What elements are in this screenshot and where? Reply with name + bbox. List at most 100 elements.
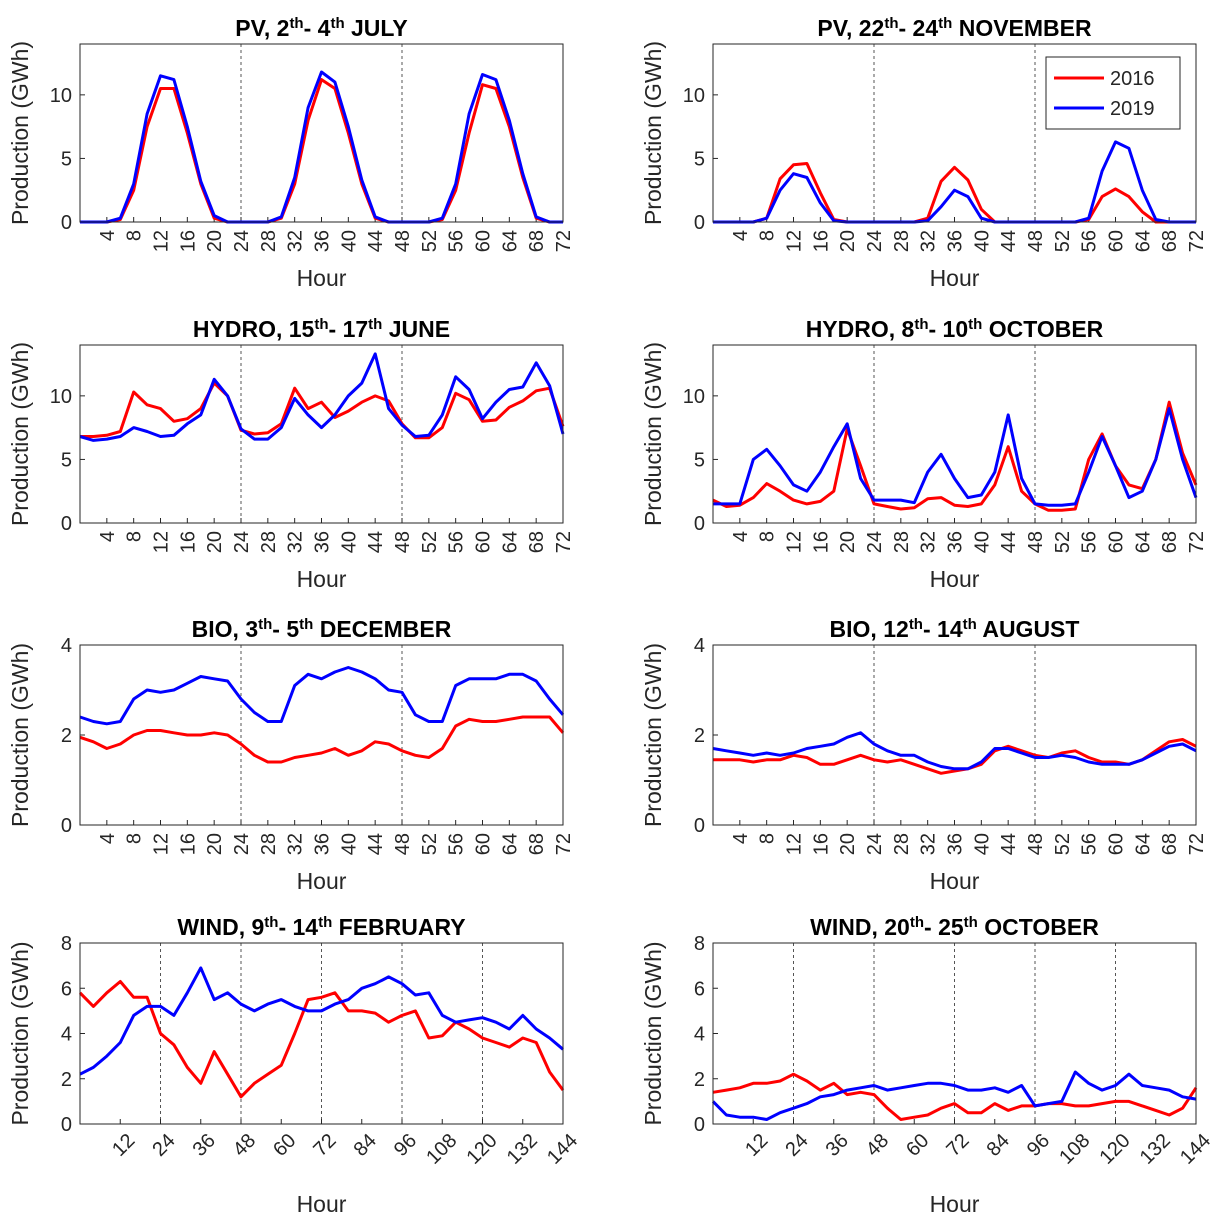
x-tick-label: 120 xyxy=(1095,1130,1134,1169)
x-tick-label: 24 xyxy=(231,230,253,252)
x-tick-label: 84 xyxy=(983,1130,1014,1161)
chart-title: WIND, 9th- 14th FEBRUARY xyxy=(177,914,465,941)
plot-area xyxy=(80,345,563,523)
x-tick-label: 12 xyxy=(784,230,806,252)
title-part: PV, 22 xyxy=(817,15,884,41)
x-axis-label: Hour xyxy=(297,566,347,592)
title-part: OCTOBER xyxy=(982,316,1103,342)
axes-box xyxy=(712,344,1197,524)
x-tick-label: 44 xyxy=(365,531,387,553)
y-tick-label: 5 xyxy=(61,449,72,471)
x-tick-label: 56 xyxy=(446,531,468,553)
axes-box xyxy=(712,942,1197,1125)
x-tick-label: 32 xyxy=(918,531,940,553)
y-tick-label: 2 xyxy=(61,725,72,747)
title-part: - 25 xyxy=(924,914,964,940)
plot-area xyxy=(713,345,1196,523)
x-tick-label: 64 xyxy=(499,833,521,855)
chart-title: HYDRO, 15th- 17th JUNE xyxy=(193,316,450,343)
y-axis-label: Production (GWh) xyxy=(640,941,666,1125)
x-tick-label: 20 xyxy=(204,531,226,553)
x-tick-label: 132 xyxy=(503,1130,542,1169)
x-tick-label: 52 xyxy=(419,230,441,252)
x-tick-label: 12 xyxy=(784,531,806,553)
title-part: JUNE xyxy=(382,316,450,342)
series-line xyxy=(79,715,565,764)
title-part: th xyxy=(299,616,313,633)
x-tick-label: 48 xyxy=(1025,531,1047,553)
x-tick-label: 40 xyxy=(338,230,360,252)
x-tick-label: 12 xyxy=(108,1130,139,1161)
x-tick-label: 48 xyxy=(229,1130,260,1161)
title-part: th xyxy=(964,914,978,931)
x-tick-label: 144 xyxy=(1176,1130,1215,1169)
x-tick-label: 108 xyxy=(1055,1130,1094,1169)
x-tick-label: 12 xyxy=(151,230,173,252)
title-part: th xyxy=(258,616,272,633)
chart-title: BIO, 3th- 5th DECEMBER xyxy=(192,616,452,643)
x-tick-label: 12 xyxy=(151,833,173,855)
title-part: th xyxy=(330,15,344,32)
x-tick-label: 68 xyxy=(1159,230,1181,252)
axes-box xyxy=(79,43,564,223)
x-tick-label: 72 xyxy=(1186,833,1208,855)
x-tick-label: 40 xyxy=(971,531,993,553)
title-part: th xyxy=(968,316,982,333)
series-line xyxy=(79,966,564,1076)
series-line xyxy=(79,352,565,442)
title-part: - 14 xyxy=(278,914,318,940)
title-part: th xyxy=(884,15,898,32)
series-line xyxy=(80,78,563,224)
x-tick-label: 36 xyxy=(945,230,967,252)
x-tick-label: 132 xyxy=(1136,1130,1175,1169)
x-tick-label: 40 xyxy=(971,833,993,855)
x-tick-label: 60 xyxy=(1106,833,1128,855)
x-axis-label: Hour xyxy=(297,265,347,291)
title-part: th xyxy=(909,616,923,633)
x-tick-label: 64 xyxy=(1132,531,1154,553)
title-part: th xyxy=(938,15,952,32)
plot-area xyxy=(80,645,563,825)
x-tick-label: 32 xyxy=(918,230,940,252)
title-part: DECEMBER xyxy=(313,616,451,642)
chart-title: BIO, 12th- 14th AUGUST xyxy=(830,616,1080,643)
y-axis-label: Production (GWh) xyxy=(640,342,666,526)
legend: 2016 2019 xyxy=(1045,56,1181,130)
x-tick-label: 32 xyxy=(285,833,307,855)
x-tick-label: 28 xyxy=(891,833,913,855)
y-tick-label: 5 xyxy=(61,148,72,170)
x-tick-label: 16 xyxy=(177,230,199,252)
x-tick-label: 56 xyxy=(1079,230,1101,252)
title-part: NOVEMBER xyxy=(952,15,1092,41)
axes-box xyxy=(712,644,1197,826)
x-tick-label: 12 xyxy=(151,531,173,553)
y-axis-label: Production (GWh) xyxy=(640,41,666,225)
title-part: JULY xyxy=(345,15,408,41)
title-part: - 24 xyxy=(899,15,939,41)
x-tick-label: 84 xyxy=(350,1130,381,1161)
x-tick-label: 28 xyxy=(258,531,280,553)
x-tick-label: 144 xyxy=(543,1130,582,1169)
x-tick-label: 24 xyxy=(864,833,886,855)
x-tick-label: 24 xyxy=(781,1130,812,1161)
x-tick-label: 12 xyxy=(741,1130,772,1161)
x-tick-label: 44 xyxy=(998,833,1020,855)
axes-box xyxy=(79,644,564,826)
x-tick-label: 36 xyxy=(822,1130,853,1161)
x-tick-label: 4 xyxy=(97,230,119,241)
title-part: OCTOBER xyxy=(978,914,1099,940)
x-tick-label: 36 xyxy=(189,1130,220,1161)
x-tick-label: 16 xyxy=(177,833,199,855)
x-tick-label: 96 xyxy=(1023,1130,1054,1161)
y-tick-label: 0 xyxy=(61,815,72,837)
series-line xyxy=(712,1072,1198,1121)
title-part: th xyxy=(963,616,977,633)
y-tick-label: 0 xyxy=(694,212,705,234)
x-axis-label: Hour xyxy=(930,566,980,592)
y-tick-label: 4 xyxy=(61,635,72,657)
y-tick-label: 0 xyxy=(694,815,705,837)
x-tick-label: 68 xyxy=(1159,833,1181,855)
